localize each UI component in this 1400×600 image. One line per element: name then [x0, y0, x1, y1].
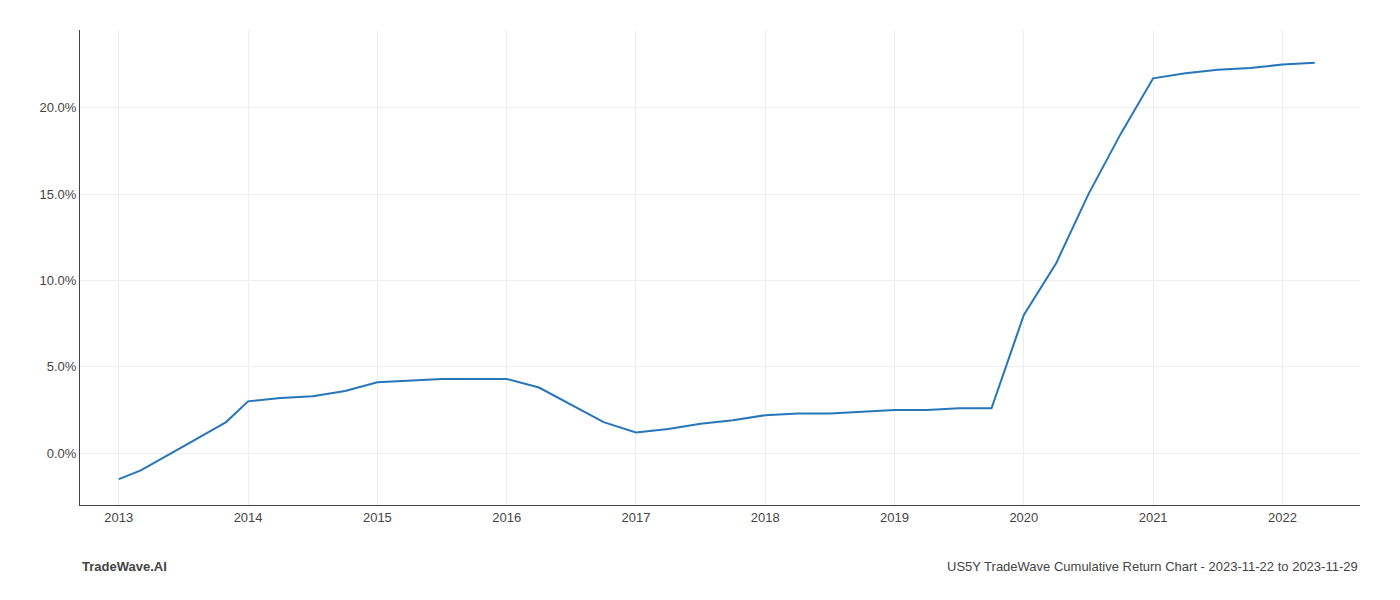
- svg-text:2018: 2018: [751, 510, 780, 525]
- svg-text:2016: 2016: [492, 510, 521, 525]
- svg-text:2021: 2021: [1139, 510, 1168, 525]
- svg-text:10.0%: 10.0%: [40, 273, 77, 288]
- svg-text:2019: 2019: [880, 510, 909, 525]
- svg-text:20.0%: 20.0%: [40, 100, 77, 115]
- svg-text:5.0%: 5.0%: [47, 359, 77, 374]
- svg-text:TradeWave.AI: TradeWave.AI: [82, 559, 167, 574]
- svg-text:15.0%: 15.0%: [40, 187, 77, 202]
- svg-text:2020: 2020: [1009, 510, 1038, 525]
- svg-text:2013: 2013: [104, 510, 133, 525]
- svg-text:US5Y TradeWave Cumulative Retu: US5Y TradeWave Cumulative Return Chart -…: [947, 559, 1358, 574]
- svg-text:0.0%: 0.0%: [47, 446, 77, 461]
- svg-text:2017: 2017: [621, 510, 650, 525]
- svg-text:2015: 2015: [363, 510, 392, 525]
- svg-text:2014: 2014: [234, 510, 263, 525]
- svg-text:2022: 2022: [1268, 510, 1297, 525]
